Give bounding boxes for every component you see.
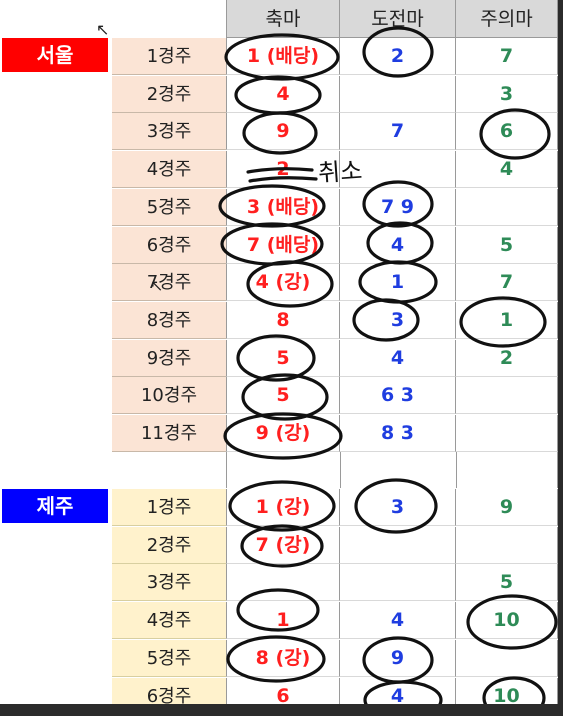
main-horse-cell: 4 [226, 76, 340, 113]
challenger-horse-cell: 2 [340, 38, 456, 75]
challenger-horse-cell: 3 [340, 302, 456, 339]
caution-horse-cell: 3 [456, 76, 558, 113]
caution-horse-cell [456, 640, 558, 677]
race-label: 10경주 [112, 377, 226, 414]
race-label: 4경주 [112, 151, 226, 188]
caution-horse-cell: 10 [456, 602, 558, 639]
caution-horse-cell: 1 [456, 302, 558, 339]
race-label: 3경주 [112, 564, 226, 601]
challenger-horse-cell: 7 [340, 113, 456, 150]
caution-horse-cell [456, 415, 558, 452]
caution-horse-cell [456, 189, 558, 226]
race-label: 2경주 [112, 527, 226, 564]
challenger-horse-cell: 8 3 [340, 415, 456, 452]
race-label: 11경주 [112, 415, 226, 452]
header-caution: 주의마 [456, 0, 558, 38]
main-horse-cell: 1 [226, 602, 340, 639]
header-main: 축마 [226, 0, 340, 38]
main-horse-cell: 9 [226, 113, 340, 150]
challenger-horse-cell: 4 [340, 227, 456, 264]
mouse-cursor-icon: ↖ [96, 20, 110, 39]
race-label: 5경주 [112, 640, 226, 677]
main-horse-cell: 7 (배당) [226, 227, 340, 264]
caution-horse-cell: 2 [456, 340, 558, 377]
caution-horse-cell: 5 [456, 564, 558, 601]
mouse-cursor-icon: ↖ [150, 276, 164, 295]
window-border [558, 0, 563, 716]
header-challenger: 도전마 [340, 0, 456, 38]
main-horse-cell [226, 564, 340, 601]
challenger-horse-cell: 7 9 [340, 189, 456, 226]
challenger-horse-cell: 4 [340, 602, 456, 639]
region-jeju: 제주 [2, 489, 108, 523]
race-label: 3경주 [112, 113, 226, 150]
main-horse-cell: 8 (강) [226, 640, 340, 677]
caution-horse-cell: 4 [456, 151, 558, 188]
race-label: 4경주 [112, 602, 226, 639]
main-horse-cell: 5 [226, 340, 340, 377]
challenger-horse-cell: 4 [340, 340, 456, 377]
main-horse-cell: 7 (강) [226, 527, 340, 564]
challenger-horse-cell: 1 [340, 264, 456, 301]
main-horse-cell: 8 [226, 302, 340, 339]
caution-horse-cell: 9 [456, 489, 558, 526]
caution-horse-cell: 6 [456, 113, 558, 150]
main-horse-cell: 1 (강) [226, 489, 340, 526]
caution-horse-cell: 7 [456, 264, 558, 301]
main-horse-cell: 5 [226, 377, 340, 414]
caution-horse-cell: 7 [456, 38, 558, 75]
race-label: 5경주 [112, 189, 226, 226]
caution-horse-cell [456, 377, 558, 414]
challenger-horse-cell: 3 [340, 489, 456, 526]
handwritten-cancel-note: 취소 [317, 156, 364, 188]
race-label: 9경주 [112, 340, 226, 377]
caution-horse-cell: 5 [456, 227, 558, 264]
section-gap [226, 452, 558, 488]
race-label: 1경주 [112, 489, 226, 526]
race-label: 8경주 [112, 302, 226, 339]
race-label: 2경주 [112, 76, 226, 113]
challenger-horse-cell: 6 3 [340, 377, 456, 414]
challenger-horse-cell [340, 564, 456, 601]
race-label: 7경주 [112, 264, 226, 301]
main-horse-cell: 9 (강) [226, 415, 340, 452]
main-horse-cell: 3 (배당) [226, 189, 340, 226]
race-label: 6경주 [112, 227, 226, 264]
main-horse-cell: 4 (강) [226, 264, 340, 301]
challenger-horse-cell [340, 527, 456, 564]
region-seoul: 서울 [2, 38, 108, 72]
challenger-horse-cell [340, 76, 456, 113]
window-border [0, 704, 563, 716]
main-horse-cell: 1 (배당) [226, 38, 340, 75]
caution-horse-cell [456, 527, 558, 564]
challenger-horse-cell: 9 [340, 640, 456, 677]
race-label: 1경주 [112, 38, 226, 75]
